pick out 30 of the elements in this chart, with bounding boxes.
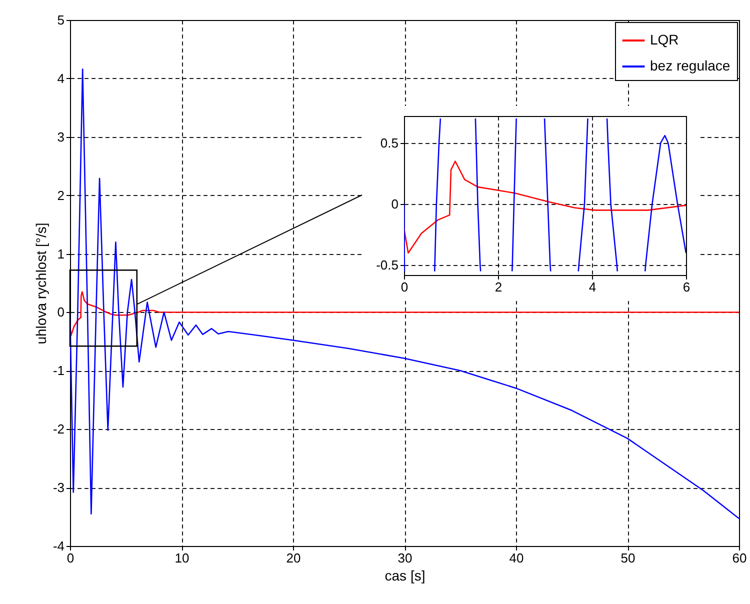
x-tick-label: 60 xyxy=(732,550,747,566)
y-tick-label: -1 xyxy=(52,363,64,378)
legend-label: LQR xyxy=(650,32,679,48)
x-tick-label: 6 xyxy=(682,280,690,294)
line-series xyxy=(70,291,739,336)
legend-label: bez regulace xyxy=(650,58,730,74)
y-tick-label: 3 xyxy=(57,129,64,144)
y-tick-label: 0.5 xyxy=(380,135,398,150)
x-tick-label: 0 xyxy=(400,280,408,294)
x-tick-label: 10 xyxy=(174,550,190,566)
y-tick-label: -3 xyxy=(52,480,64,496)
line-series xyxy=(404,160,686,254)
y-tick-label: -2 xyxy=(52,422,64,437)
x-tick-label: 2 xyxy=(494,280,502,294)
x-tick-label: 20 xyxy=(286,550,301,566)
x-axis-title: cas [s] xyxy=(384,568,426,584)
y-tick-label: 2 xyxy=(57,188,64,203)
y-tick-label: -0.5 xyxy=(376,258,398,273)
y-tick-label: 0 xyxy=(57,304,64,320)
y-tick-label: -4 xyxy=(52,538,64,554)
y-axis-title: uhlova rychlost [°/s] xyxy=(32,222,49,344)
y-tick-label: 4 xyxy=(57,70,64,86)
y-tick-label: 5 xyxy=(57,12,64,28)
y-tick-label: 1 xyxy=(57,246,64,262)
x-tick-label: 4 xyxy=(588,280,596,294)
x-tick-label: 0 xyxy=(66,550,74,566)
x-tick-label: 30 xyxy=(398,550,412,566)
x-tick-label: 50 xyxy=(620,550,636,566)
y-tick-label: 0 xyxy=(391,196,398,212)
x-tick-label: 40 xyxy=(509,550,524,566)
